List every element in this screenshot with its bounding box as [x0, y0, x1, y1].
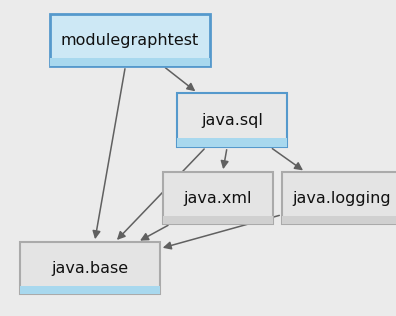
FancyBboxPatch shape	[50, 14, 210, 66]
Text: java.sql: java.sql	[201, 112, 263, 127]
FancyBboxPatch shape	[282, 172, 396, 224]
Text: java.base: java.base	[51, 260, 129, 276]
FancyBboxPatch shape	[20, 242, 160, 294]
FancyBboxPatch shape	[50, 58, 210, 66]
FancyBboxPatch shape	[177, 93, 287, 147]
Text: modulegraphtest: modulegraphtest	[61, 33, 199, 47]
FancyBboxPatch shape	[20, 286, 160, 294]
FancyBboxPatch shape	[163, 216, 273, 224]
FancyBboxPatch shape	[163, 172, 273, 224]
Text: java.xml: java.xml	[184, 191, 252, 205]
FancyBboxPatch shape	[282, 216, 396, 224]
Text: java.logging: java.logging	[293, 191, 391, 205]
FancyBboxPatch shape	[177, 138, 287, 147]
